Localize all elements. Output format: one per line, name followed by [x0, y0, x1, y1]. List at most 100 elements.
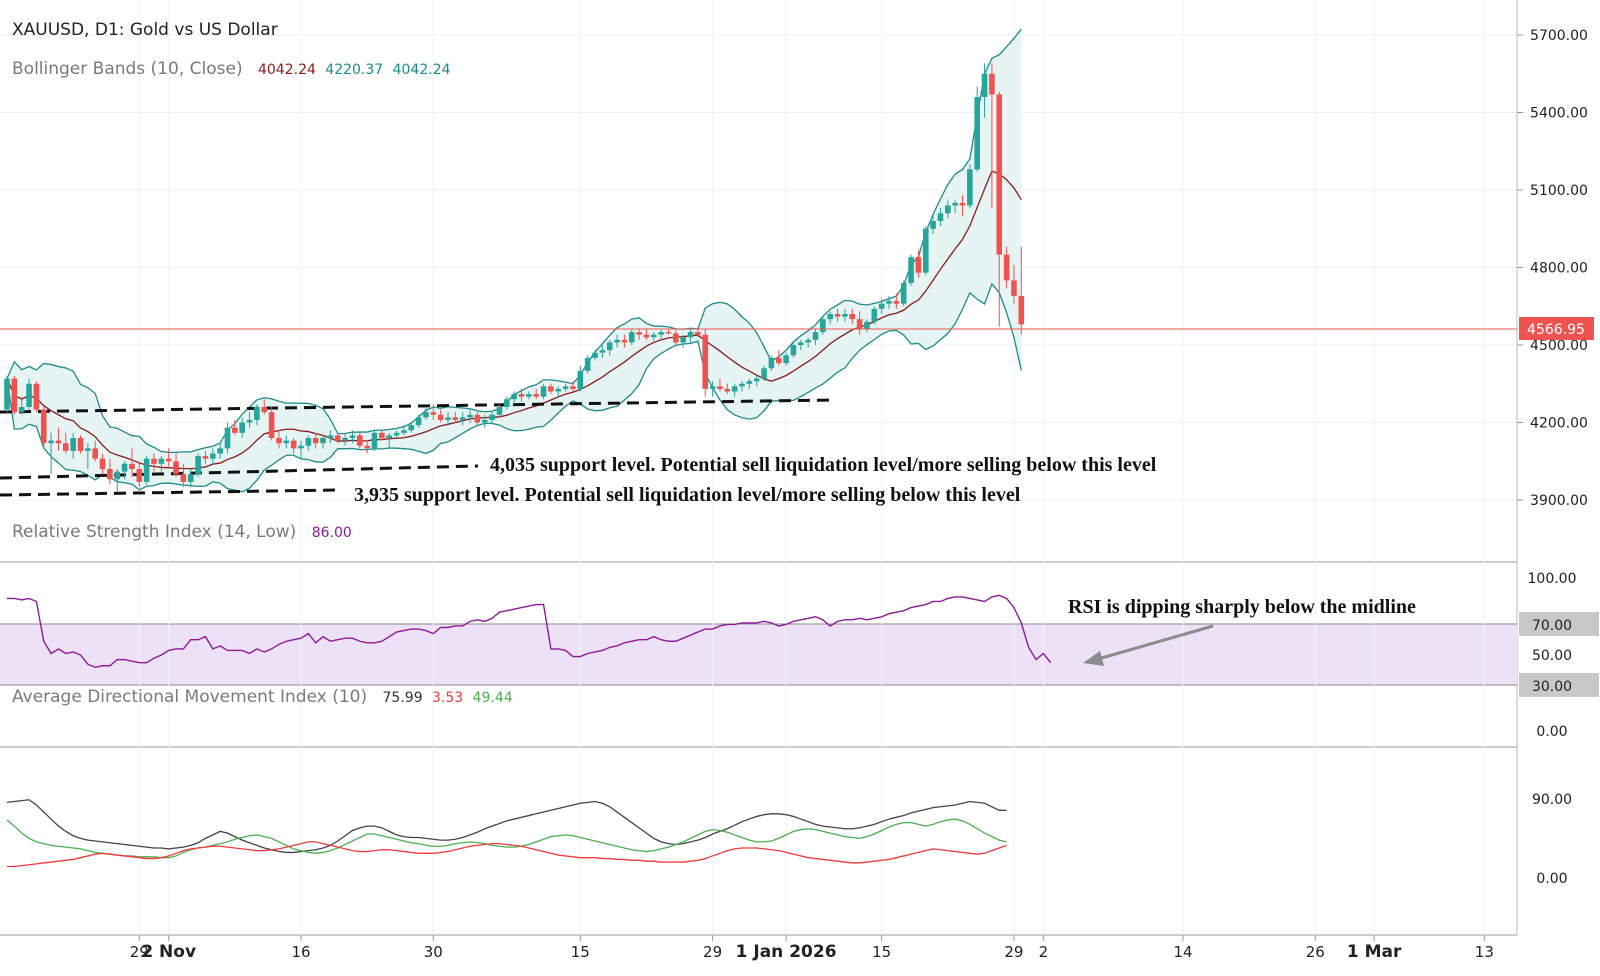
candle	[224, 422, 231, 454]
candle-body	[173, 461, 179, 475]
candle	[180, 463, 187, 488]
price-axis: 5700.00 5400.00 5100.00 4800.00 4500.00 4200.…	[1517, 28, 1588, 509]
candle-body	[114, 471, 121, 480]
rsi-zone-30-70	[0, 624, 1517, 685]
candle-body	[753, 378, 760, 382]
candle-body	[893, 301, 900, 304]
time-tick-label: 1 Jan 2026	[736, 942, 837, 962]
candle-body	[606, 342, 613, 351]
time-tick-label: 13	[1475, 943, 1494, 961]
candle	[18, 396, 25, 415]
candle-body	[775, 357, 782, 364]
candle-body	[371, 432, 378, 449]
candle-body	[871, 308, 878, 322]
candle	[702, 329, 709, 397]
candle	[871, 306, 878, 325]
candle-body	[768, 357, 775, 369]
candle	[371, 430, 378, 451]
candle	[459, 412, 466, 426]
candle-body	[643, 334, 650, 338]
candle-body	[342, 438, 348, 441]
candle-body	[548, 386, 554, 392]
candle-body	[834, 314, 841, 317]
candle	[107, 458, 113, 485]
candle-body	[423, 412, 429, 418]
candle-body	[283, 440, 290, 444]
candle-body	[99, 458, 106, 469]
candle	[989, 63, 995, 209]
time-tick-label: 2	[1039, 943, 1049, 961]
candle-body	[886, 301, 892, 304]
candle-body	[202, 456, 209, 459]
candle	[246, 412, 253, 428]
rsi-tick-label: 70.00	[1532, 618, 1572, 634]
candle	[849, 308, 856, 325]
candle-body	[70, 438, 76, 451]
candle	[92, 440, 98, 462]
candle-body	[408, 425, 415, 431]
candle	[783, 352, 789, 366]
candle	[886, 295, 892, 309]
candle-body	[555, 388, 562, 392]
candle	[489, 412, 495, 423]
candle	[658, 329, 664, 340]
candle	[937, 208, 944, 227]
candle-body	[26, 383, 32, 407]
candle	[621, 334, 628, 348]
candle-body	[77, 438, 84, 451]
candle-body	[746, 381, 753, 384]
candle	[665, 329, 672, 335]
candle	[85, 443, 91, 469]
candle	[504, 396, 510, 410]
time-tick-label: 30	[424, 943, 443, 961]
candle-body	[357, 435, 363, 446]
time-tick-label: 29	[703, 943, 722, 961]
current-price-label: 4566.95	[1527, 322, 1585, 338]
candle-body	[996, 94, 1003, 255]
candle	[437, 409, 444, 423]
candle	[518, 388, 525, 402]
candle	[540, 383, 547, 400]
bb-lower-line	[6, 282, 1022, 493]
candle-body	[812, 332, 819, 340]
adx-tick-label: 0.00	[1536, 871, 1567, 887]
candle-body	[878, 303, 885, 309]
candle-body	[915, 257, 922, 273]
candle-body	[430, 412, 437, 415]
candle	[151, 453, 157, 472]
bb-upper-line	[6, 28, 1022, 454]
candle-body	[981, 73, 988, 97]
candle	[496, 404, 503, 418]
candle	[628, 329, 635, 345]
candle-body	[393, 432, 400, 436]
candle-body	[18, 407, 25, 413]
candle-body	[261, 407, 268, 413]
candle	[709, 381, 716, 397]
candle	[930, 215, 936, 234]
candle-body	[989, 73, 995, 95]
rsi-legend: Relative Strength Index (14, Low) 86.00	[12, 522, 352, 542]
candle-body	[254, 407, 260, 420]
candle	[981, 63, 988, 118]
rsi-annotation: RSI is dipping sharply below the midline	[1068, 596, 1416, 618]
candle	[217, 443, 223, 459]
candle	[526, 391, 532, 400]
candle	[775, 350, 782, 366]
candle	[63, 432, 69, 454]
candle-body	[518, 394, 525, 397]
rsi-tick-label: 50.00	[1532, 648, 1572, 664]
candle	[731, 383, 738, 397]
rsi-legend-value: 86.00	[312, 525, 352, 541]
candle	[548, 383, 554, 395]
adx-legend: Average Directional Movement Index (10) …	[12, 687, 513, 707]
candle	[393, 430, 400, 438]
candle	[99, 453, 106, 475]
candle	[842, 308, 848, 322]
candle	[893, 293, 900, 309]
candle	[584, 355, 591, 374]
candle-body	[239, 422, 245, 433]
time-tick-label: 29	[130, 943, 149, 961]
candle-body	[945, 205, 951, 214]
time-tick-label: 29	[1004, 943, 1023, 961]
candle	[812, 329, 819, 345]
